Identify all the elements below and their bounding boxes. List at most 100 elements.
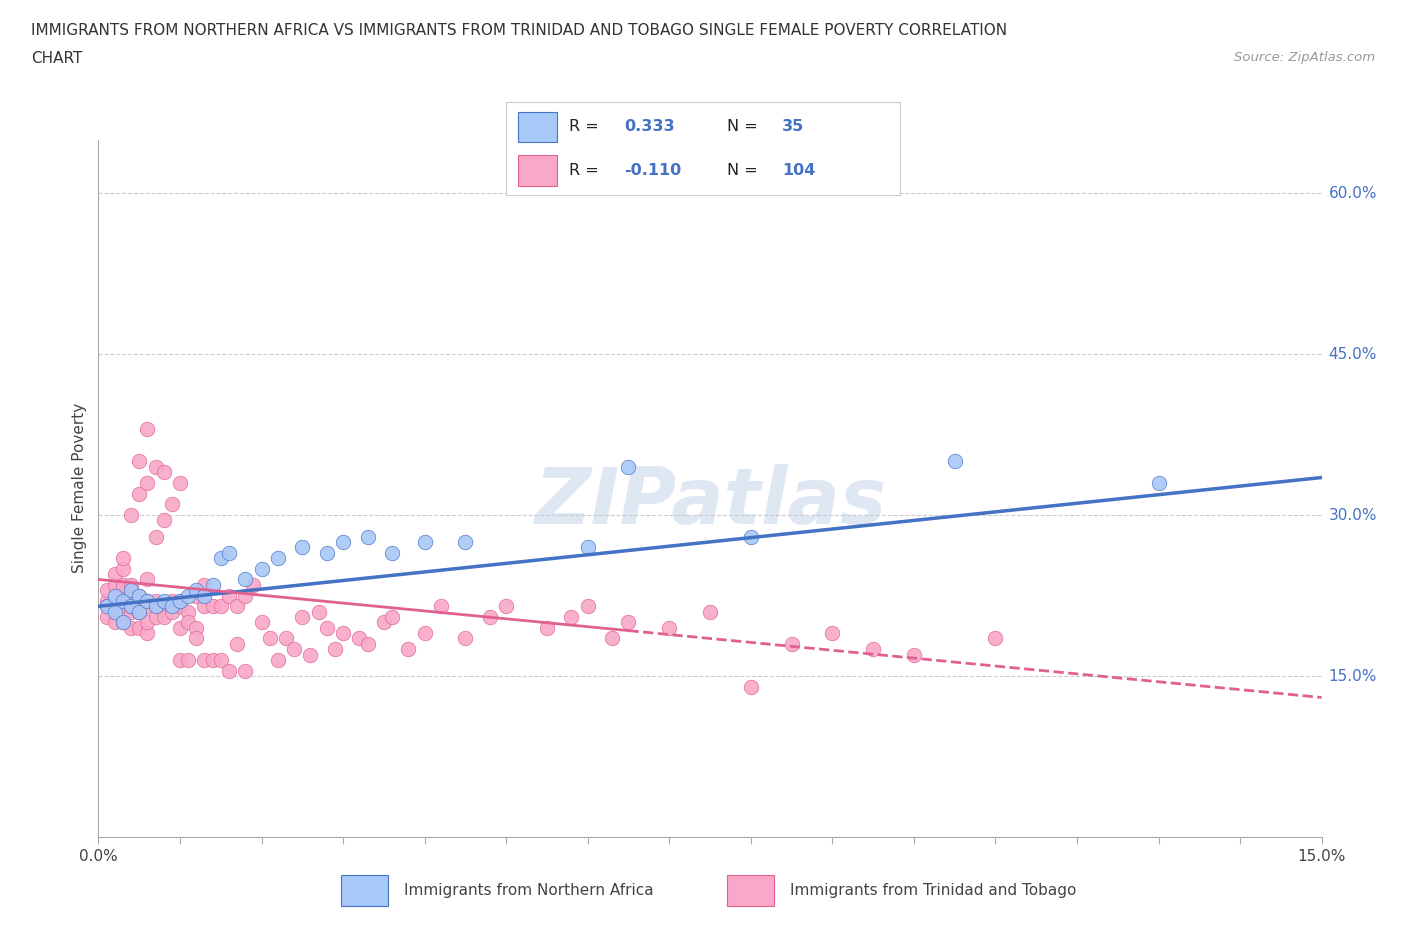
Point — [111, 615, 134, 630]
Point — [315, 545, 337, 560]
Point — [356, 529, 378, 544]
Point — [177, 604, 200, 619]
Point — [209, 599, 232, 614]
Point — [576, 599, 599, 614]
Point — [186, 631, 208, 646]
Point — [862, 642, 884, 657]
Point — [536, 620, 558, 635]
Text: Immigrants from Northern Africa: Immigrants from Northern Africa — [404, 883, 654, 898]
Point — [104, 593, 127, 608]
Point — [454, 535, 477, 550]
Point — [186, 620, 208, 635]
Point — [104, 566, 127, 581]
Point — [160, 604, 183, 619]
Text: 104: 104 — [782, 163, 815, 179]
Point — [218, 663, 240, 678]
Point — [430, 599, 453, 614]
Point — [128, 604, 150, 619]
Point — [323, 642, 346, 657]
Point — [600, 631, 623, 646]
Point — [136, 593, 159, 608]
Point — [233, 572, 256, 587]
Point — [152, 513, 174, 528]
Text: IMMIGRANTS FROM NORTHERN AFRICA VS IMMIGRANTS FROM TRINIDAD AND TOBAGO SINGLE FE: IMMIGRANTS FROM NORTHERN AFRICA VS IMMIG… — [31, 23, 1007, 38]
Point — [145, 593, 167, 608]
Point — [233, 663, 256, 678]
Bar — [517, 155, 557, 186]
Point — [169, 653, 191, 668]
Text: 0.333: 0.333 — [624, 119, 675, 135]
Point — [145, 609, 167, 624]
Point — [96, 583, 118, 598]
Text: -0.110: -0.110 — [624, 163, 682, 179]
Point — [169, 599, 191, 614]
Point — [226, 599, 249, 614]
Point — [617, 615, 640, 630]
Point — [160, 593, 183, 608]
Point — [201, 599, 224, 614]
Text: 35: 35 — [782, 119, 804, 135]
Point — [315, 620, 337, 635]
Point — [373, 615, 395, 630]
Point — [111, 599, 134, 614]
Point — [96, 599, 118, 614]
Point — [226, 636, 249, 651]
Point — [332, 626, 354, 641]
Point — [136, 593, 159, 608]
Point — [152, 593, 174, 608]
Point — [267, 653, 290, 668]
Point — [104, 588, 127, 603]
Bar — [340, 875, 388, 906]
Point — [111, 593, 134, 608]
Text: R =: R = — [569, 119, 605, 135]
Point — [209, 653, 232, 668]
Point — [120, 599, 142, 614]
Point — [658, 620, 681, 635]
Point — [201, 653, 224, 668]
Point — [136, 626, 159, 641]
Point — [111, 551, 134, 565]
Point — [136, 422, 159, 437]
Point — [478, 609, 501, 624]
Point — [111, 588, 134, 603]
Y-axis label: Single Female Poverty: Single Female Poverty — [72, 403, 87, 574]
Point — [136, 599, 159, 614]
Point — [169, 593, 191, 608]
Point — [299, 647, 322, 662]
Point — [152, 599, 174, 614]
Text: CHART: CHART — [31, 51, 83, 66]
Text: Immigrants from Trinidad and Tobago: Immigrants from Trinidad and Tobago — [790, 883, 1076, 898]
Point — [128, 454, 150, 469]
Point — [128, 604, 150, 619]
Point — [186, 588, 208, 603]
Point — [193, 653, 215, 668]
Point — [120, 588, 142, 603]
Point — [454, 631, 477, 646]
Point — [186, 583, 208, 598]
Point — [903, 647, 925, 662]
Point — [984, 631, 1007, 646]
Point — [111, 615, 134, 630]
Text: N =: N = — [727, 163, 762, 179]
Point — [120, 578, 142, 592]
Point — [104, 599, 127, 614]
Point — [209, 551, 232, 565]
Point — [160, 497, 183, 512]
Point — [291, 609, 314, 624]
Point — [145, 459, 167, 474]
Point — [308, 604, 330, 619]
Point — [136, 572, 159, 587]
Point — [381, 609, 404, 624]
Point — [413, 626, 436, 641]
Point — [177, 615, 200, 630]
Point — [617, 459, 640, 474]
Text: 15.0%: 15.0% — [1329, 669, 1376, 684]
Point — [291, 539, 314, 554]
Point — [560, 609, 582, 624]
Point — [169, 620, 191, 635]
Point — [413, 535, 436, 550]
Point — [96, 599, 118, 614]
Text: Source: ZipAtlas.com: Source: ZipAtlas.com — [1234, 51, 1375, 64]
Point — [96, 593, 118, 608]
Text: 60.0%: 60.0% — [1329, 186, 1376, 201]
